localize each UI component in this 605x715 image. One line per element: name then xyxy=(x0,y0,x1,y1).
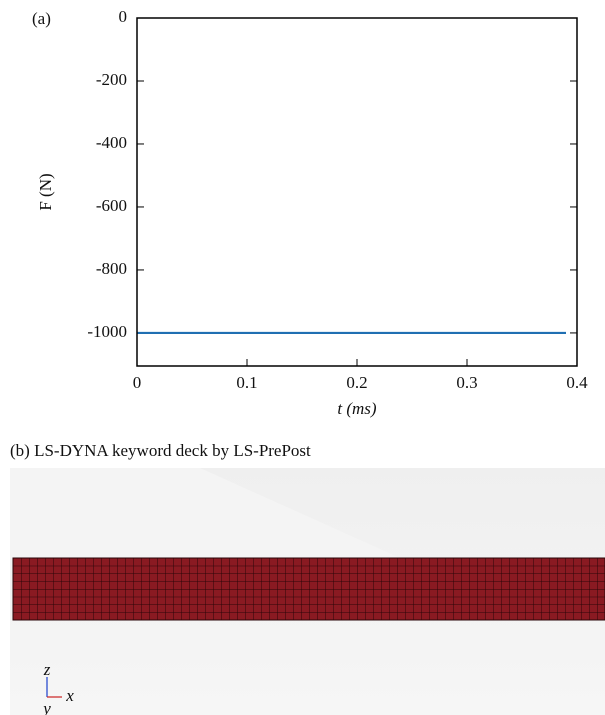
panel-label: (a) xyxy=(32,9,51,28)
plot: 0 -200 -400 -600 -800 -1000 0 0.1 0.2 0.3 0.4 xyxy=(87,7,588,392)
x-tick-label: 0.2 xyxy=(346,373,367,392)
triad-y-label: y xyxy=(41,699,51,715)
y-tick-label: 0 xyxy=(119,7,128,26)
y-tick-label: -800 xyxy=(96,259,127,278)
triad-z-label: z xyxy=(43,660,51,679)
y-tick-label: -400 xyxy=(96,133,127,152)
y-tick-label: -600 xyxy=(96,196,127,215)
y-tick-label: -200 xyxy=(96,70,127,89)
panel-b-caption: (b) LS-DYNA keyword deck by LS-PrePost xyxy=(10,441,311,460)
x-tick-label: 0.3 xyxy=(456,373,477,392)
x-tick-label: 0 xyxy=(133,373,142,392)
y-axis-label: F (N) xyxy=(36,173,55,210)
x-tick-label: 0.4 xyxy=(566,373,588,392)
triad-x-label: x xyxy=(65,686,74,705)
plot-frame xyxy=(137,18,577,366)
mesh xyxy=(13,558,605,620)
x-tick-label: 0.1 xyxy=(236,373,257,392)
figure: (a) t (ms) F (N) 0-200-400-600-800-10000… xyxy=(0,0,605,715)
y-tick-label: -1000 xyxy=(87,322,127,341)
page: (a) t (ms) F (N) 0-200-400-600-800-10000… xyxy=(0,0,605,715)
x-axis-label: t (ms) xyxy=(337,399,377,418)
